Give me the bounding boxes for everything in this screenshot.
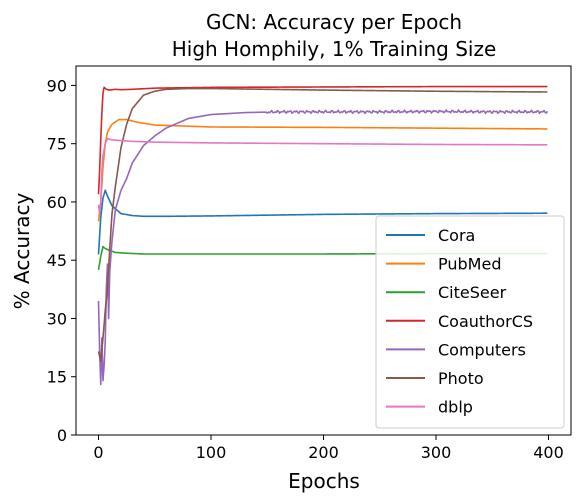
- y-tick-label: 45: [47, 251, 67, 270]
- y-tick-label: 30: [47, 309, 67, 328]
- y-tick-label: 90: [47, 76, 67, 95]
- y-tick-label: 15: [47, 368, 67, 387]
- legend-label: CiteSeer: [438, 283, 507, 302]
- x-tick-label: 300: [421, 443, 452, 462]
- x-axis-label: Epochs: [288, 469, 360, 493]
- series-line-dblp: [97, 137, 548, 215]
- series-line-coauthorcs: [97, 85, 548, 195]
- legend-label: Computers: [438, 340, 526, 359]
- series-line-photo: [97, 87, 548, 363]
- chart-title: GCN: Accuracy per Epoch: [206, 10, 462, 34]
- x-axis-ticks: 0 100 200 300 400: [93, 435, 564, 462]
- legend: Cora PubMed CiteSeer CoauthorCS Computers Pho…: [375, 215, 565, 429]
- series-line-cora: [97, 189, 548, 255]
- series-line-pubmed: [97, 118, 548, 222]
- y-tick-label: 60: [47, 193, 67, 212]
- x-tick-label: 0: [93, 443, 103, 462]
- chart-subtitle: High Homphily, 1% Training Size: [172, 37, 497, 61]
- x-tick-label: 100: [196, 443, 227, 462]
- legend-frame: [375, 215, 565, 429]
- legend-label: Photo: [438, 369, 484, 388]
- y-tick-label: 75: [47, 135, 67, 154]
- y-axis-label: % Accuracy: [10, 193, 34, 310]
- legend-label: CoauthorCS: [438, 312, 533, 331]
- legend-label: dblp: [438, 398, 473, 417]
- x-tick-label: 400: [533, 443, 564, 462]
- y-axis-ticks: 0 15 30 45 60 75 90: [47, 76, 76, 445]
- legend-label: PubMed: [438, 255, 501, 274]
- legend-label: Cora: [438, 226, 475, 245]
- y-tick-label: 0: [57, 426, 67, 445]
- series-line-computers: [97, 109, 549, 386]
- plot-area: 0 100 200 300 400 0 15 30 45 60 75 90: [47, 65, 572, 462]
- x-tick-label: 200: [308, 443, 339, 462]
